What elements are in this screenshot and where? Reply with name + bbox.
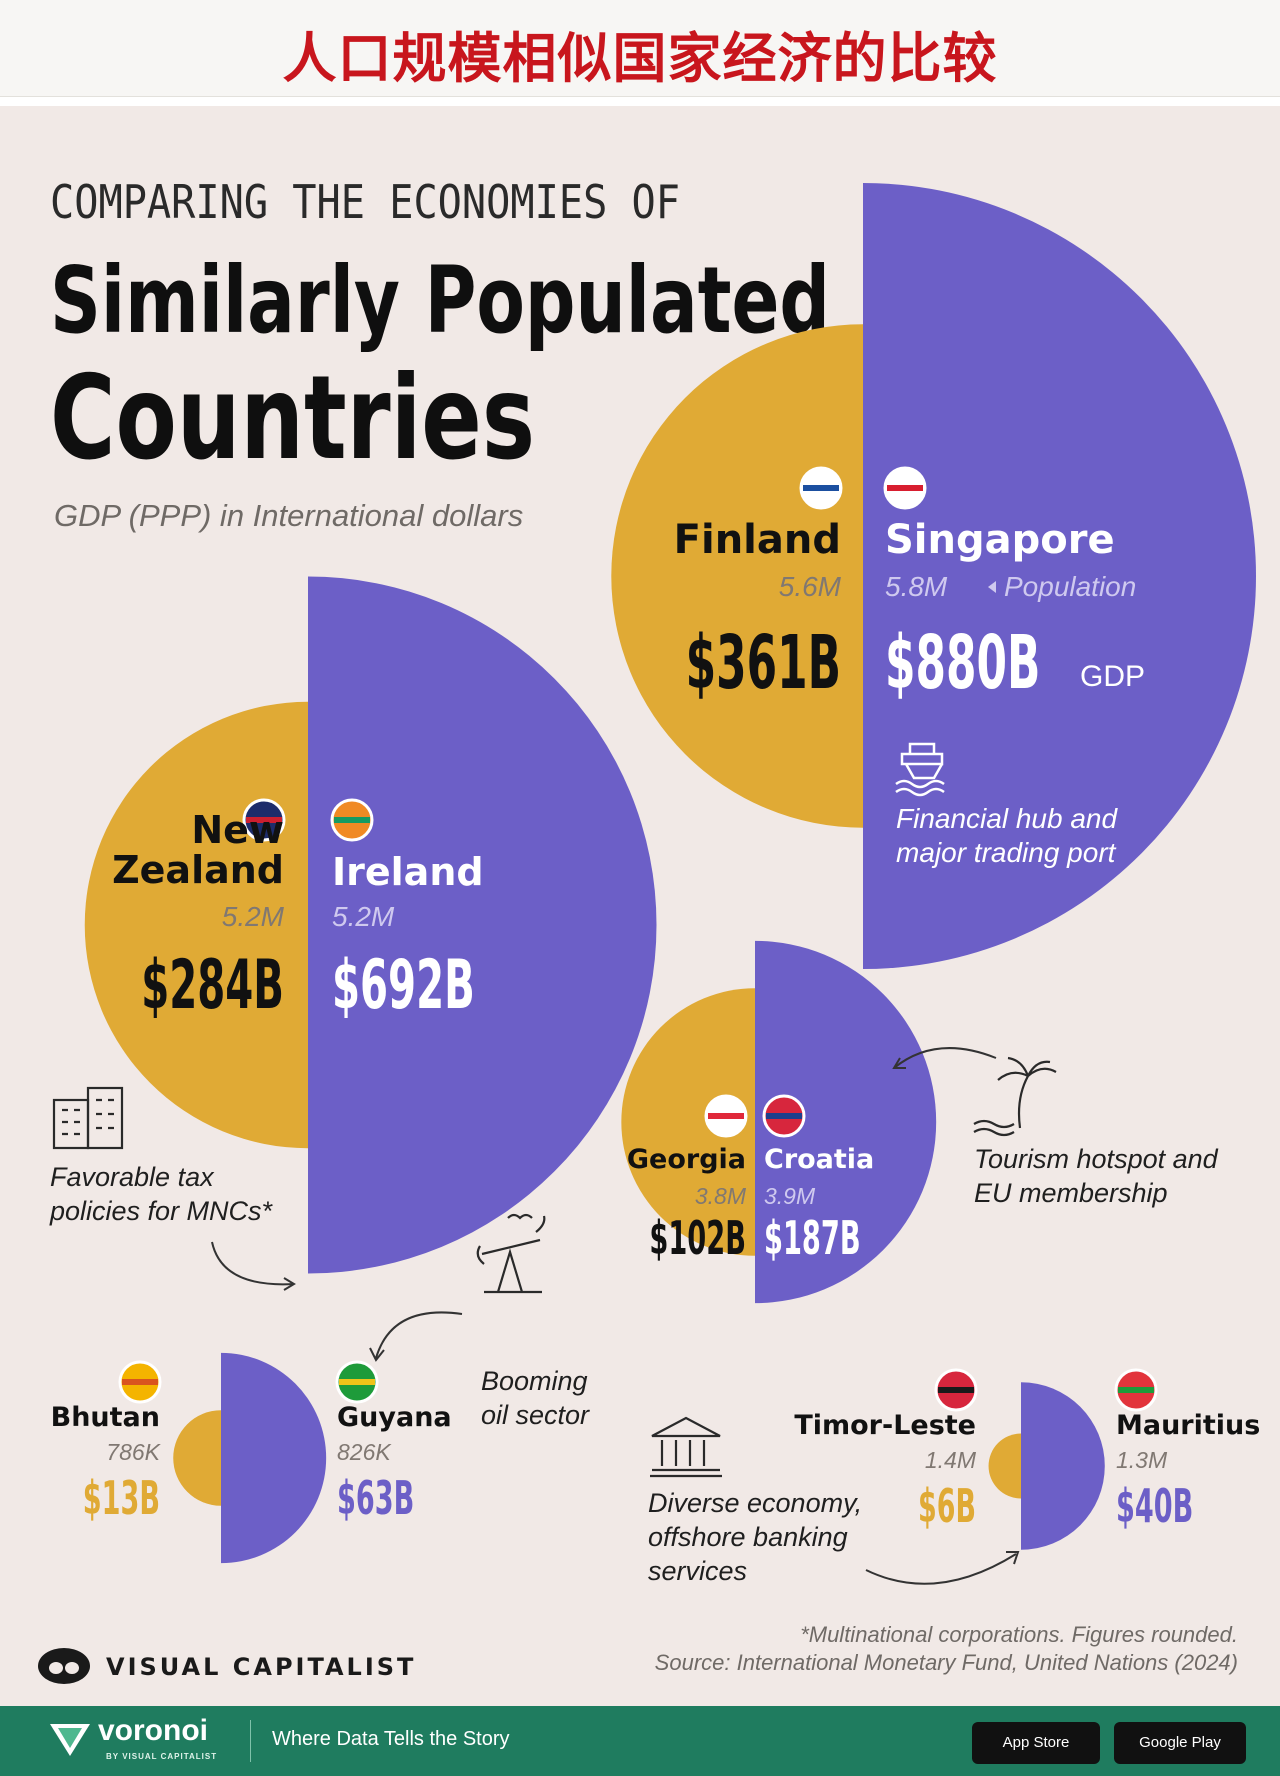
ireland-gdp-label: $692B xyxy=(332,946,475,1025)
singapore-gdp-label: $880B xyxy=(885,620,1040,706)
voronoi-brand: voronoi xyxy=(98,1714,208,1747)
timor-leste-name: Timor-Leste xyxy=(794,1410,976,1441)
mauritius-population: 1.3M xyxy=(1116,1447,1168,1473)
georgia-name: Georgia xyxy=(627,1144,746,1175)
infographic: COMPARING THE ECONOMIES OF Similarly Pop… xyxy=(0,106,1280,1706)
guyana-arrow xyxy=(375,1311,463,1359)
new-zealand-population: 5.2M xyxy=(222,901,285,932)
singapore-gdp-semicircle xyxy=(863,183,1256,969)
ireland-note: Favorable tax policies for MNCs* xyxy=(49,1162,274,1226)
mauritius-name: Mauritius xyxy=(1116,1410,1260,1441)
subtitle: GDP (PPP) in International dollars xyxy=(54,498,523,533)
footer-tagline: Where Data Tells the Story xyxy=(272,1728,510,1750)
mauritius-note: Diverse economy, offshore banking servic… xyxy=(648,1488,870,1586)
mauritius-gdp-label: $40B xyxy=(1116,1479,1193,1533)
population-legend-label: Population xyxy=(1004,571,1136,602)
croatia-note: Tourism hotspot and EU membership xyxy=(974,1144,1225,1208)
palm-tree-icon xyxy=(973,1056,1057,1137)
croatia-gdp-semicircle xyxy=(755,940,937,1304)
mauritius-arrow xyxy=(865,1553,1017,1585)
footer: voronoi BY VISUAL CAPITALIST Where Data … xyxy=(0,1706,1280,1776)
guyana-name: Guyana xyxy=(337,1402,452,1433)
title-line-2: Countries xyxy=(50,351,535,486)
singapore-population: 5.8M xyxy=(885,571,948,602)
kicker: COMPARING THE ECONOMIES OF xyxy=(50,175,680,229)
voronoi-brand-sub: BY VISUAL CAPITALIST xyxy=(106,1752,218,1761)
ship-icon xyxy=(895,742,945,797)
office-building-icon xyxy=(52,1086,124,1150)
croatia-arrow xyxy=(893,1047,997,1069)
timor-leste-population: 1.4M xyxy=(925,1447,977,1473)
finland-gdp-label: $361B xyxy=(686,620,841,706)
georgia-population: 3.8M xyxy=(695,1183,747,1209)
bank-icon xyxy=(650,1416,722,1478)
ireland-gdp-semicircle xyxy=(308,576,657,1274)
app-store-button[interactable]: App Store xyxy=(972,1722,1100,1764)
bhutan-name: Bhutan xyxy=(51,1402,160,1433)
georgia-gdp-label: $102B xyxy=(649,1211,746,1265)
guyana-arrowhead xyxy=(369,1347,385,1362)
bhutan-population: 786K xyxy=(106,1439,161,1465)
top-banner: 人口规模相似国家经济的比较 xyxy=(0,0,1280,97)
mauritius-arrowhead xyxy=(1006,1551,1020,1565)
finland-name: Finland xyxy=(674,517,841,563)
finland-population: 5.6M xyxy=(779,571,842,602)
population-pointer-icon xyxy=(988,581,996,593)
bhutan-gdp-label: $13B xyxy=(83,1471,160,1525)
gdp-legend-label: GDP xyxy=(1080,660,1145,693)
guyana-gdp-semicircle xyxy=(221,1352,327,1564)
guyana-note: Booming oil sector xyxy=(481,1366,595,1430)
croatia-population: 3.9M xyxy=(764,1183,816,1209)
source-note: Source: International Monetary Fund, Uni… xyxy=(655,1650,1238,1675)
bhutan-gdp-semicircle xyxy=(173,1410,221,1506)
croatia-name: Croatia xyxy=(764,1144,874,1175)
guyana-gdp-label: $63B xyxy=(337,1471,414,1525)
oil-pump-icon xyxy=(476,1213,546,1294)
finland-gdp-semicircle xyxy=(611,324,863,828)
mauritius-gdp-semicircle xyxy=(1021,1382,1105,1550)
croatia-arrowhead xyxy=(892,1057,906,1069)
new-zealand-gdp-label: $284B xyxy=(141,946,284,1025)
georgia-gdp-semicircle xyxy=(621,988,755,1256)
title-line-1: Similarly Populated xyxy=(50,247,830,354)
ireland-arrowhead xyxy=(283,1277,296,1291)
singapore-name: Singapore xyxy=(885,517,1115,563)
infographic-canvas: COMPARING THE ECONOMIES OF Similarly Pop… xyxy=(38,175,1260,1684)
new-zealand-name: New Zealand xyxy=(112,808,284,892)
google-play-button[interactable]: Google Play xyxy=(1114,1722,1246,1764)
singapore-note: Financial hub and major trading port xyxy=(896,803,1125,868)
ireland-population: 5.2M xyxy=(332,901,395,932)
chart-pairs: Finland Singapore 5.6M 5.8M $361B $880B New Zea… xyxy=(51,183,1260,1564)
croatia-gdp-label: $187B xyxy=(764,1211,861,1265)
ireland-arrow xyxy=(211,1241,295,1286)
visual-capitalist-brand: VISUAL CAPITALIST xyxy=(106,1653,416,1681)
timor-leste-gdp-semicircle xyxy=(988,1433,1021,1499)
footer-divider xyxy=(250,1720,251,1762)
ireland-name: Ireland xyxy=(332,850,484,894)
voronoi-logo-icon xyxy=(50,1724,90,1756)
page-title-cn: 人口规模相似国家经济的比较 xyxy=(282,27,998,90)
guyana-population: 826K xyxy=(337,1439,392,1465)
timor-leste-gdp-label: $6B xyxy=(918,1479,976,1533)
visual-capitalist-logo xyxy=(38,1648,90,1684)
footnote: *Multinational corporations. Figures rou… xyxy=(800,1622,1238,1647)
